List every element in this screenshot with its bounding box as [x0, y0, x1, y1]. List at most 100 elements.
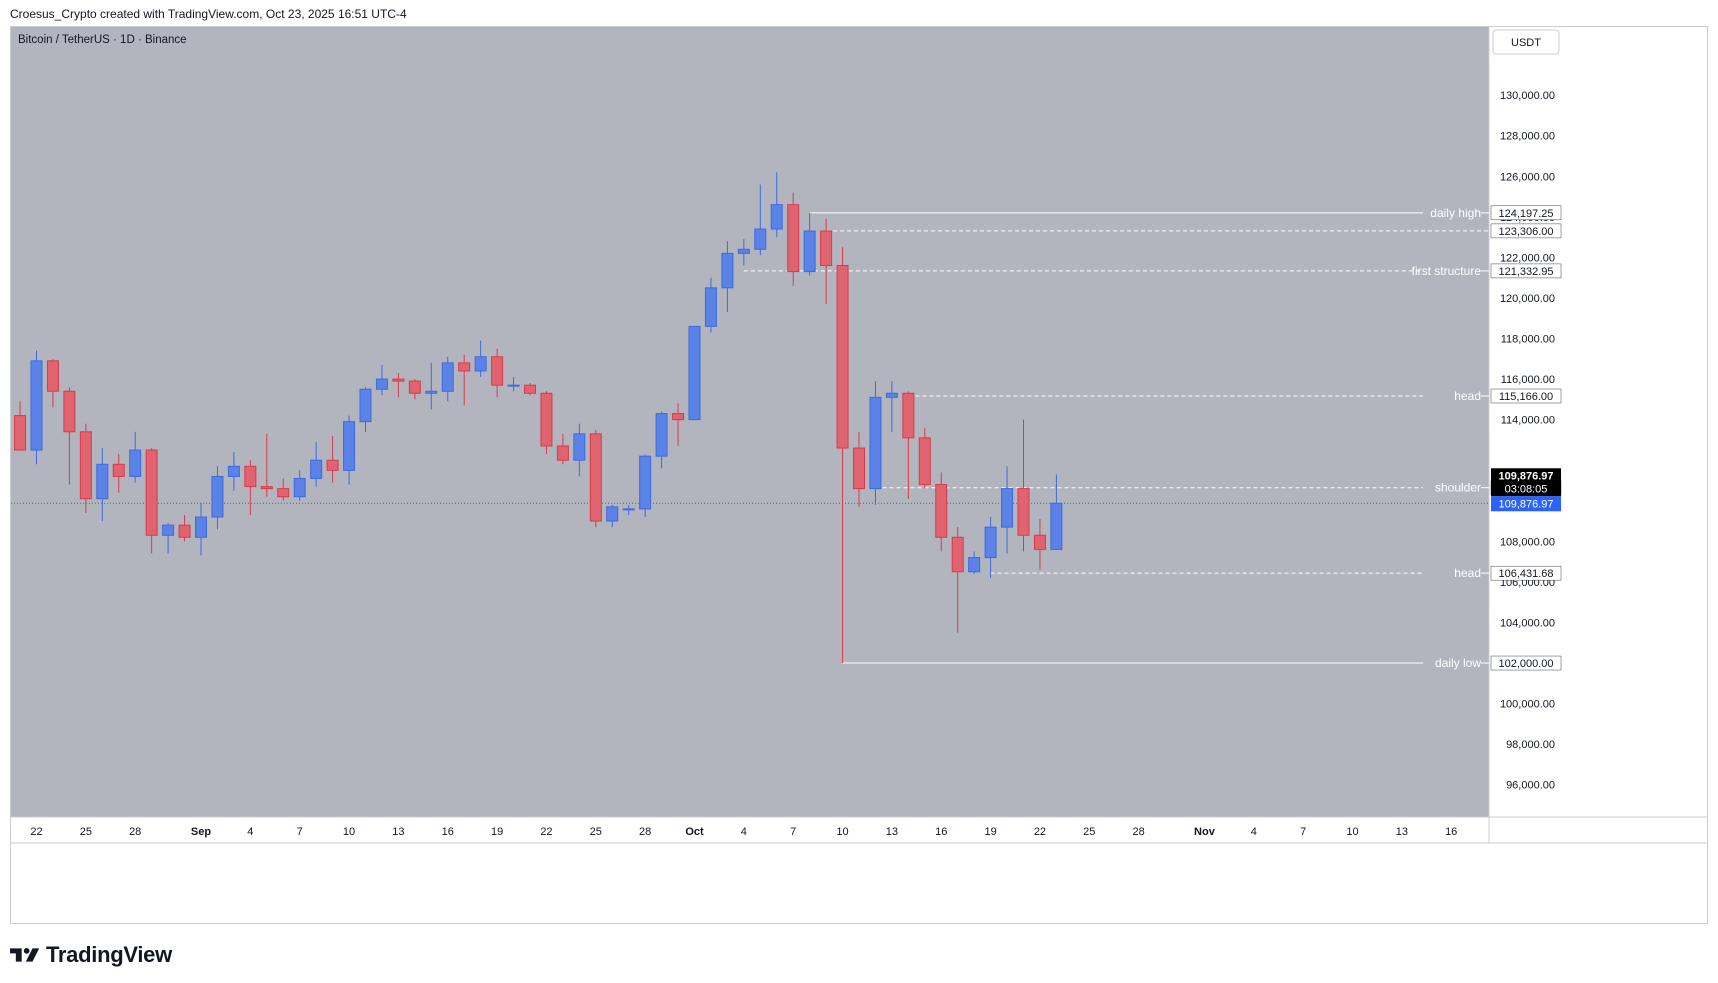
time-tick-label: 28 [1133, 826, 1145, 838]
time-tick-label: 10 [836, 826, 848, 838]
candle-body [935, 484, 948, 538]
candle [129, 431, 142, 483]
candle [260, 433, 273, 497]
currency-button[interactable]: USDT [1492, 29, 1560, 55]
time-tick-label: 16 [442, 826, 454, 838]
candle-body [836, 265, 849, 449]
candle [1050, 474, 1063, 550]
candle-body [458, 362, 471, 372]
candle [491, 348, 504, 398]
candle-body [770, 204, 783, 230]
candles[interactable] [14, 172, 1063, 664]
candle-body [30, 360, 43, 451]
time-tick-label: 25 [1083, 826, 1095, 838]
price-tick-label: 96,000.00 [1506, 780, 1555, 792]
time-tick-label: 7 [1300, 826, 1306, 838]
candle-body [984, 526, 997, 559]
candle [951, 527, 964, 633]
price-tick-label: 108,000.00 [1500, 536, 1555, 548]
candle-body [162, 524, 175, 536]
candle-body [902, 392, 915, 439]
level-price-badge [1490, 205, 1562, 221]
candle [754, 184, 767, 256]
candle-body [622, 508, 635, 511]
level-price-badge-text: 106,431.68 [1498, 568, 1553, 580]
candle [803, 212, 816, 276]
time-tick-label: 4 [741, 826, 747, 838]
time-tick-label: 10 [343, 826, 355, 838]
candle [573, 423, 586, 477]
candle-body [96, 463, 109, 500]
level-label: shoulder [1435, 481, 1481, 495]
level-price-badge [1490, 655, 1562, 671]
level-label: head [1454, 566, 1481, 580]
price-tick-label: 122,000.00 [1500, 252, 1555, 264]
time-tick-label: 16 [935, 826, 947, 838]
candle [853, 431, 865, 507]
candle-body [606, 506, 619, 522]
candle [869, 381, 882, 505]
candle-body [310, 459, 323, 479]
candle [162, 523, 175, 554]
candle [1001, 466, 1014, 554]
candle [310, 441, 323, 487]
level-price-badge [1490, 263, 1562, 279]
time-tick-label: 28 [129, 826, 141, 838]
candle-body [145, 449, 158, 536]
candle-body [14, 415, 27, 451]
candle [606, 504, 619, 528]
time-tick-label: 19 [984, 826, 996, 838]
last-price-badge [1491, 496, 1561, 512]
candle [195, 502, 207, 556]
candle [79, 423, 92, 513]
candle-body [803, 230, 816, 273]
time-tick-label: 4 [1251, 826, 1257, 838]
level-price-badge-text: 121,332.95 [1498, 266, 1553, 278]
candle [622, 504, 635, 515]
candle [737, 239, 750, 266]
candle [672, 403, 685, 447]
candle [408, 379, 421, 400]
tradingview-logo[interactable]: TradingView [10, 942, 172, 968]
candle [1017, 419, 1030, 552]
time-axis[interactable] [11, 817, 1489, 843]
level-label: daily low [1435, 656, 1481, 670]
price-tick-label: 100,000.00 [1500, 699, 1555, 711]
level-label: head [1454, 389, 1481, 403]
candle-body [491, 356, 504, 386]
candle [458, 354, 471, 406]
candle-body [820, 230, 833, 267]
candle-body [79, 431, 92, 500]
candle-body [293, 477, 306, 498]
time-tick-label: Nov [1194, 826, 1216, 838]
candle [820, 218, 833, 305]
candle-body [737, 248, 750, 254]
level-lines: daily high first structure head shoulder hea… [743, 206, 1489, 670]
candle [14, 401, 27, 451]
candle [639, 454, 652, 517]
time-tick-label: Oct [685, 826, 704, 838]
price-tick-label: 128,000.00 [1500, 131, 1555, 143]
candle-body [704, 287, 717, 327]
price-axis[interactable] [1489, 27, 1707, 817]
plot-area[interactable] [11, 27, 1489, 817]
last-price-badge-text: 109,876.97 [1498, 498, 1553, 510]
candle-body [46, 360, 59, 392]
time-tick-label: 25 [590, 826, 602, 838]
candle [968, 551, 981, 574]
candle-body [375, 378, 388, 390]
candlestick-chart[interactable]: Bitcoin / TetherUS · 1D · Binance USDT 9… [11, 27, 1707, 923]
last-price-black-text: 109,876.97 [1498, 470, 1553, 482]
time-tick-label: 19 [491, 826, 503, 838]
candle-body [573, 433, 586, 461]
time-tick-labels: 22 25 28 Sep 4 7 10 13 16 19 22 25 28 Oct 4 7 10 13 16 19 22… [30, 826, 1457, 838]
candle [425, 362, 438, 410]
candle [178, 514, 191, 542]
last-price-black-badge [1491, 468, 1561, 497]
candle-body [556, 445, 569, 461]
candle-body [244, 465, 257, 488]
candle-body [277, 488, 290, 498]
level-price-badge-text: 115,166.00 [1499, 391, 1553, 403]
candle [556, 433, 569, 465]
price-tick-label: 116,000.00 [1501, 374, 1555, 386]
